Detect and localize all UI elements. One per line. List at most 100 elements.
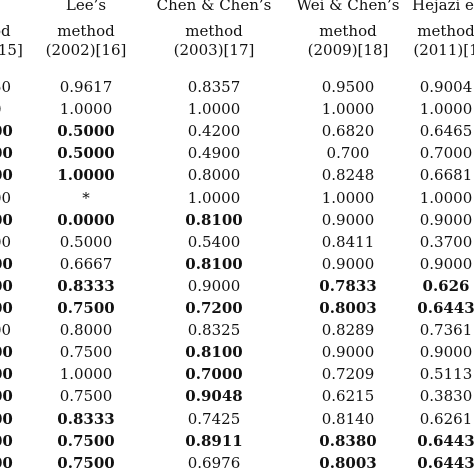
header-c0-line-1: od: [0, 22, 11, 40]
cell-row-11-c1: 0.8000: [59, 321, 113, 340]
cell-row-14-c0: 00: [0, 387, 13, 406]
cell-row-0-c3: 0.9500: [321, 78, 375, 96]
cell-row-17-c1: 0.7500: [57, 453, 115, 472]
cell-row-4-c0: 00: [0, 166, 13, 185]
cell-row-2-c2: 0.4200: [187, 122, 241, 141]
cell-row-0-c2: 0.8357: [187, 78, 241, 96]
cell-row-4-c2: 0.8000: [187, 166, 241, 185]
cell-row-0-c0: 50: [0, 78, 12, 96]
cell-row-1-c4: 1.0000: [419, 100, 473, 119]
cell-row-3-c1: 0.5000: [57, 144, 115, 163]
cell-row-11-c0: 00: [0, 321, 12, 340]
cell-row-10-c4: 0.6443: [417, 299, 474, 317]
cell-row-6-c3: 0.9000: [321, 210, 375, 229]
cell-row-16-c4: 0.6443: [417, 431, 474, 450]
cell-row-13-c2: 0.7000: [185, 365, 243, 384]
cell-row-16-c0: 00: [0, 431, 13, 450]
cell-row-1-c1: 1.0000: [59, 100, 113, 119]
header-c3-line-1: method: [319, 22, 377, 40]
cell-row-5-c2: 1.0000: [187, 188, 241, 207]
cell-row-13-c1: 1.0000: [59, 365, 113, 384]
cell-row-1-c3: 1.0000: [321, 100, 375, 119]
header-c0-line-2: [15]: [0, 41, 23, 59]
cell-row-3-c3: 0.700: [326, 144, 370, 163]
cell-row-14-c4: 0.3830: [419, 387, 473, 406]
cell-row-15-c2: 0.7425: [187, 409, 241, 428]
cell-row-8-c0: 00: [0, 254, 13, 273]
cell-row-8-c2: 0.8100: [185, 254, 243, 273]
cell-row-10-c1: 0.7500: [57, 299, 115, 317]
cell-row-11-c2: 0.8325: [187, 321, 241, 340]
cell-row-2-c4: 0.6465: [419, 122, 473, 141]
cell-row-0-c1: 0.9617: [59, 78, 113, 96]
cell-row-5-c1: *: [82, 188, 90, 207]
header-c1-line-2: (2002)[16]: [45, 41, 127, 59]
cell-row-5-c3: 1.0000: [321, 188, 375, 207]
cell-row-7-c0: 00: [0, 232, 12, 251]
cell-row-8-c4: 0.9000: [419, 254, 473, 273]
cell-row-12-c1: 0.7500: [59, 343, 113, 362]
cell-row-8-c3: 0.9000: [321, 254, 375, 273]
cell-row-8-c1: 0.6667: [59, 254, 113, 273]
cell-row-13-c0: 00: [0, 365, 13, 384]
cell-row-13-c4: 0.5113: [419, 365, 473, 384]
cell-row-16-c1: 0.7500: [57, 431, 115, 450]
cell-row-6-c1: 0.0000: [57, 210, 115, 229]
cell-row-6-c4: 0.9000: [419, 210, 473, 229]
cell-row-9-c0: 00: [0, 276, 13, 295]
cell-row-9-c1: 0.8333: [57, 276, 115, 295]
cell-row-14-c2: 0.9048: [185, 387, 243, 406]
cell-row-15-c4: 0.6261: [419, 409, 473, 428]
header-c4-line-1: method: [417, 22, 474, 40]
cell-row-4-c3: 0.8248: [321, 166, 375, 185]
header-c4-line-2: (2011)[1: [413, 41, 474, 59]
cell-row-10-c2: 0.7200: [185, 299, 243, 317]
cell-row-2-c1: 0.5000: [57, 122, 115, 141]
cell-row-12-c0: 00: [0, 343, 13, 362]
cell-row-7-c2: 0.5400: [187, 232, 241, 251]
cell-row-15-c0: 00: [0, 409, 13, 428]
cell-row-4-c1: 1.0000: [57, 166, 115, 185]
cell-row-15-c3: 0.8140: [321, 409, 375, 428]
cell-row-10-c0: 00: [0, 299, 13, 317]
header-c2-line-2: (2003)[17]: [173, 41, 255, 59]
cell-row-3-c0: 00: [0, 144, 13, 163]
cell-row-15-c1: 0.8333: [57, 409, 115, 428]
header-c3-line-0: Wei & Chen’s: [296, 0, 400, 14]
cell-row-11-c4: 0.7361: [419, 321, 473, 340]
cell-row-17-c4: 0.6443: [417, 453, 474, 472]
cell-row-7-c4: 0.3700: [419, 232, 473, 251]
cell-row-17-c2: 0.6976: [187, 453, 241, 472]
header-c1-line-1: method: [57, 22, 115, 40]
cell-row-13-c3: 0.7209: [321, 365, 375, 384]
cell-row-5-c4: 1.0000: [419, 188, 473, 207]
cell-row-9-c3: 0.7833: [319, 276, 377, 295]
cell-row-12-c3: 0.9000: [321, 343, 375, 362]
cell-row-6-c0: 00: [0, 210, 13, 229]
cell-row-12-c4: 0.9000: [419, 343, 473, 362]
cell-row-7-c1: 0.5000: [59, 232, 113, 251]
cell-row-6-c2: 0.8100: [185, 210, 243, 229]
cell-row-3-c2: 0.4900: [187, 144, 241, 163]
cell-row-2-c3: 0.6820: [321, 122, 375, 141]
cell-row-16-c2: 0.8911: [185, 431, 243, 450]
cell-row-5-c0: 00: [0, 188, 12, 207]
header-c1-line-0: Lee’s: [65, 0, 107, 14]
cell-row-11-c3: 0.8289: [321, 321, 375, 340]
cell-row-4-c4: 0.6681: [419, 166, 473, 185]
cell-row-16-c3: 0.8380: [319, 431, 377, 450]
cell-row-9-c2: 0.9000: [187, 276, 241, 295]
cell-row-17-c0: 00: [0, 453, 13, 472]
cell-row-0-c4: 0.9004: [419, 78, 473, 96]
cell-row-2-c0: 00: [0, 122, 13, 141]
cell-row-17-c3: 0.8003: [319, 453, 377, 472]
cell-row-7-c3: 0.8411: [321, 232, 375, 251]
cell-row-14-c3: 0.6215: [321, 387, 375, 406]
cell-row-3-c4: 0.7000: [419, 144, 473, 163]
header-c3-line-2: (2009)[18]: [307, 41, 389, 59]
header-c2-line-1: method: [185, 22, 243, 40]
cell-row-9-c4: 0.626: [422, 276, 470, 295]
cell-row-14-c1: 0.7500: [59, 387, 113, 406]
cell-row-1-c2: 1.0000: [187, 100, 241, 119]
header-c2-line-0: Chen & Chen’s: [156, 0, 272, 14]
